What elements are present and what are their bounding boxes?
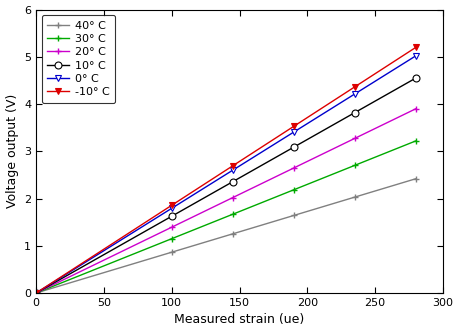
X-axis label: Measured strain (ue): Measured strain (ue): [174, 313, 305, 326]
Line: 20° C: 20° C: [33, 105, 419, 296]
-10° C: [413, 45, 419, 49]
0° C: [352, 92, 358, 96]
20° C: [352, 136, 358, 140]
30° C: [34, 291, 39, 295]
10° C: [352, 111, 358, 115]
-10° C: [34, 291, 39, 295]
Line: 10° C: 10° C: [33, 75, 419, 296]
10° C: [230, 180, 235, 184]
Line: -10° C: -10° C: [33, 44, 419, 296]
40° C: [352, 195, 358, 199]
-10° C: [352, 85, 358, 89]
20° C: [230, 196, 235, 200]
-10° C: [291, 124, 297, 128]
0° C: [34, 291, 39, 295]
40° C: [34, 291, 39, 295]
30° C: [352, 163, 358, 167]
30° C: [413, 139, 419, 143]
0° C: [230, 168, 235, 172]
30° C: [169, 237, 174, 241]
40° C: [169, 250, 174, 254]
Line: 30° C: 30° C: [33, 137, 419, 296]
Line: 0° C: 0° C: [33, 52, 419, 296]
20° C: [34, 291, 39, 295]
40° C: [291, 213, 297, 217]
10° C: [413, 76, 419, 80]
10° C: [169, 214, 174, 218]
0° C: [291, 130, 297, 134]
30° C: [230, 212, 235, 216]
10° C: [34, 291, 39, 295]
Line: 40° C: 40° C: [33, 175, 419, 296]
40° C: [230, 232, 235, 236]
Legend: 40° C, 30° C, 20° C, 10° C, 0° C, -10° C: 40° C, 30° C, 20° C, 10° C, 0° C, -10° C: [42, 15, 115, 103]
Y-axis label: Voltage output (V): Voltage output (V): [6, 94, 18, 208]
-10° C: [169, 203, 174, 207]
40° C: [413, 177, 419, 181]
0° C: [169, 206, 174, 210]
10° C: [291, 145, 297, 149]
-10° C: [230, 164, 235, 168]
20° C: [291, 166, 297, 170]
30° C: [291, 188, 297, 192]
20° C: [169, 225, 174, 229]
0° C: [413, 54, 419, 58]
20° C: [413, 107, 419, 111]
